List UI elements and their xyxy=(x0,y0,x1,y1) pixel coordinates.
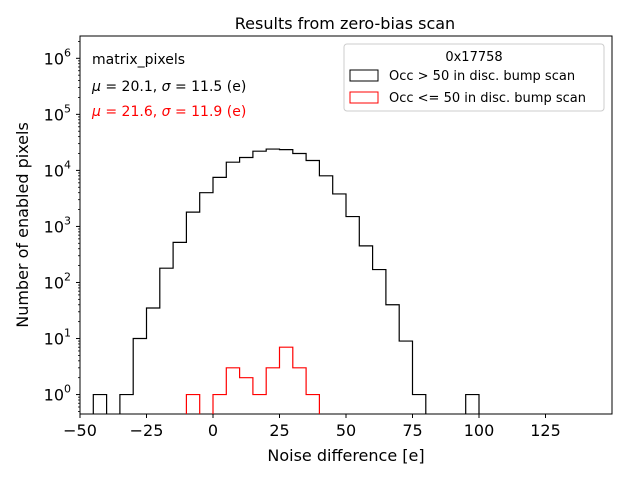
y-axis-label: Number of enabled pixels xyxy=(13,122,32,328)
x-axis-ticks: −50 −25 0 25 50 75 100 125 xyxy=(63,414,561,440)
x-tick-label: 100 xyxy=(464,421,495,440)
legend-box xyxy=(343,43,605,112)
x-axis-label: Noise difference [e] xyxy=(267,446,424,465)
legend-label-black: Occ > 50 in disc. bump scan xyxy=(389,69,575,84)
histogram-series-0 xyxy=(92,148,480,414)
y-tick-label: 100 xyxy=(44,383,71,405)
annotation-dataset-name: matrix_pixels xyxy=(92,52,185,68)
x-tick-label: 25 xyxy=(269,421,289,440)
x-tick-label: −25 xyxy=(130,421,164,440)
legend: 0x17758 Occ > 50 in disc. bump scan Occ … xyxy=(343,43,605,112)
x-tick-label: 0 xyxy=(208,421,218,440)
histogram-series-1 xyxy=(185,346,320,414)
y-tick-label: 103 xyxy=(44,214,71,236)
legend-swatch-black xyxy=(349,69,379,82)
y-tick-label: 102 xyxy=(44,270,71,292)
legend-title: 0x17758 xyxy=(445,50,502,65)
y-axis-ticks: 100 101 102 103 104 105 106 xyxy=(44,41,80,412)
x-tick-label: 75 xyxy=(402,421,422,440)
chart-title: Results from zero-bias scan xyxy=(235,14,455,33)
y-tick-label: 106 xyxy=(44,46,71,68)
y-tick-label: 105 xyxy=(44,102,71,124)
x-tick-label: 125 xyxy=(530,421,561,440)
y-tick-label: 101 xyxy=(44,327,71,349)
x-tick-label: −50 xyxy=(63,421,97,440)
y-tick-label: 104 xyxy=(44,158,71,180)
legend-label-red: Occ <= 50 in disc. bump scan xyxy=(389,91,586,106)
series-layer xyxy=(92,148,480,414)
x-tick-label: 50 xyxy=(336,421,356,440)
legend-swatch-red xyxy=(349,91,379,104)
annotation-stats-black: μ = 20.1, σ = 11.5 (e) xyxy=(91,79,246,95)
annotation-stats-red: μ = 21.6, σ = 11.9 (e) xyxy=(91,104,246,120)
